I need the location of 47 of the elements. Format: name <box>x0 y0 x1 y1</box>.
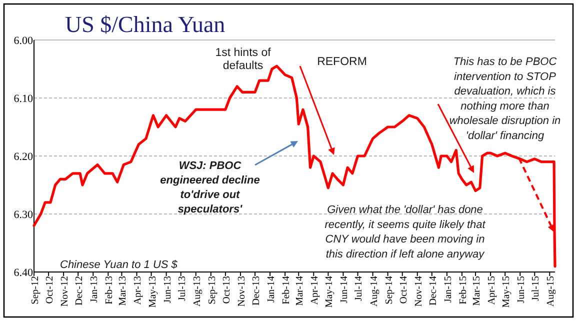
x-tick-label: Sep-13 <box>206 276 218 304</box>
annotation: 1st hints of defaults <box>215 47 272 72</box>
annotation: This has to be PBOC intervention to STOP devaluation, which is nothing more than wholesale disruption in 'dollar' financing <box>449 56 561 142</box>
x-tick-label: Aug-14 <box>368 276 380 307</box>
annotation: REFORM <box>317 56 367 68</box>
x-tick-label: May-13 <box>147 276 158 308</box>
x-tick-label: Jul-15 <box>530 276 542 301</box>
x-tick-label: Feb-13 <box>104 276 116 304</box>
x-tick-label: Nov-12 <box>60 276 71 307</box>
x-tick-label: Feb-15 <box>458 276 469 304</box>
x-tick-label: Jan-14 <box>266 276 278 303</box>
x-tick-label: Jun-13 <box>162 276 174 304</box>
x-tick-label: Jul-14 <box>354 276 365 301</box>
x-tick-label: May-15 <box>501 276 512 308</box>
annotation: WSJ: PBOC engineered decline to'drive out speculators' <box>160 160 260 216</box>
x-tick-label: Oct-14 <box>398 276 410 304</box>
y-tick-label: 6.20 <box>14 151 34 163</box>
annotation: Given what the 'dollar' has done recently, it seems quite likely that CNY would have been moving in this direction if left alone anyway <box>324 204 486 260</box>
y-tick-label: 6.10 <box>14 93 34 105</box>
x-tick-label: Nov-13 <box>236 276 248 307</box>
x-tick-label: Dec-12 <box>74 276 86 306</box>
x-tick-label: May-14 <box>324 276 336 308</box>
x-tick-label: Jun-14 <box>339 276 350 304</box>
x-tick-label: Dec-14 <box>428 276 439 306</box>
x-tick-label: Nov-14 <box>413 276 424 307</box>
x-tick-label: Sep-12 <box>30 276 41 304</box>
x-tick-label: Oct-13 <box>221 276 232 304</box>
x-tick-label: Jul-13 <box>176 276 188 301</box>
x-tick-label: Oct-12 <box>44 276 56 304</box>
x-tick-label: Apr-13 <box>132 276 144 305</box>
x-tick-label: Sep-14 <box>384 276 395 304</box>
y-tick-label: 6.30 <box>14 209 34 221</box>
x-tick-label: Aug-15 <box>546 276 557 307</box>
x-tick-label: Jan-13 <box>89 276 100 303</box>
x-tick-label: Mar-13 <box>118 276 129 306</box>
x-tick-label: Apr-14 <box>310 276 321 305</box>
y-tick-label: 6.00 <box>14 35 34 47</box>
x-tick-label: Aug-13 <box>192 276 203 307</box>
x-tick-label: Jan-15 <box>442 276 454 303</box>
x-tick-label: Feb-14 <box>281 276 292 304</box>
x-tick-label: Dec-13 <box>251 276 262 306</box>
x-tick-label: Apr-15 <box>486 276 498 305</box>
chart-title: US $/China Yuan <box>65 12 226 37</box>
annotation: Chinese Yuan to 1 US $ <box>60 259 178 271</box>
x-tick-label: Mar-14 <box>294 276 306 306</box>
x-tick-label: Mar-15 <box>472 276 483 306</box>
x-tick-label: Jun-15 <box>516 276 528 304</box>
